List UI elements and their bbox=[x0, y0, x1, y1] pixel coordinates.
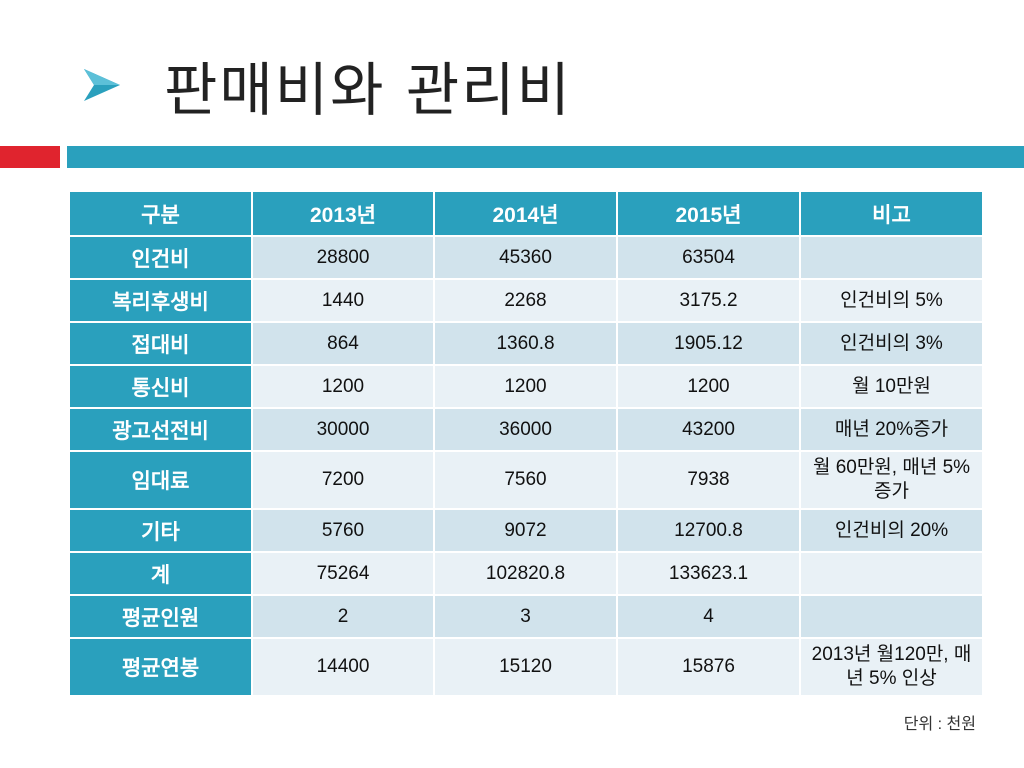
header-2014: 2014년 bbox=[433, 190, 618, 237]
table-row: 복리후생비 1440 2268 3175.2 인건비의 5% bbox=[68, 278, 984, 323]
expense-table: 구분 2013년 2014년 2015년 비고 인건비 28800 45360 … bbox=[68, 190, 984, 697]
cell-note: 월 60만원, 매년 5%증가 bbox=[799, 450, 984, 510]
unit-note: 단위 : 천원 bbox=[903, 716, 976, 733]
cell-note: 2013년 월120만, 매년 5% 인상 bbox=[799, 637, 984, 697]
cell-2013: 1200 bbox=[251, 364, 435, 409]
row-label: 평균인원 bbox=[68, 594, 253, 639]
red-accent-band bbox=[0, 146, 60, 168]
row-label: 복리후생비 bbox=[68, 278, 253, 323]
table-row: 평균연봉 14400 15120 15876 2013년 월120만, 매년 5… bbox=[68, 637, 984, 697]
cell-2014: 1200 bbox=[433, 364, 618, 409]
row-label: 접대비 bbox=[68, 321, 253, 366]
header-2013: 2013년 bbox=[251, 190, 435, 237]
row-label: 임대료 bbox=[68, 450, 253, 510]
cell-2015: 4 bbox=[616, 594, 801, 639]
header-category: 구분 bbox=[68, 190, 253, 237]
cell-2013: 864 bbox=[251, 321, 435, 366]
cell-2013: 7200 bbox=[251, 450, 435, 510]
cell-2015: 63504 bbox=[616, 235, 801, 280]
cell-note bbox=[799, 551, 984, 596]
row-label: 광고선전비 bbox=[68, 407, 253, 452]
table-row: 인건비 28800 45360 63504 bbox=[68, 235, 984, 280]
cell-2015: 1905.12 bbox=[616, 321, 801, 366]
cell-2014: 3 bbox=[433, 594, 618, 639]
cell-note: 매년 20%증가 bbox=[799, 407, 984, 452]
cell-2015: 1200 bbox=[616, 364, 801, 409]
row-label: 평균연봉 bbox=[68, 637, 253, 697]
cell-note: 인건비의 5% bbox=[799, 278, 984, 323]
slide-title: 판매비와 관리비 bbox=[164, 56, 572, 124]
cell-2013: 28800 bbox=[251, 235, 435, 280]
cell-2015: 3175.2 bbox=[616, 278, 801, 323]
cell-2015: 43200 bbox=[616, 407, 801, 452]
cell-2015: 133623.1 bbox=[616, 551, 801, 596]
cell-note: 인건비의 20% bbox=[799, 508, 984, 553]
cell-2015: 15876 bbox=[616, 637, 801, 697]
cell-2014: 1360.8 bbox=[433, 321, 618, 366]
cell-2013: 1440 bbox=[251, 278, 435, 323]
row-label: 기타 bbox=[68, 508, 253, 553]
cell-2015: 7938 bbox=[616, 450, 801, 510]
cell-2014: 7560 bbox=[433, 450, 618, 510]
cell-2013: 2 bbox=[251, 594, 435, 639]
row-label: 계 bbox=[68, 551, 253, 596]
table-row: 기타 5760 9072 12700.8 인건비의 20% bbox=[68, 508, 984, 553]
header-2015: 2015년 bbox=[616, 190, 801, 237]
table-header-row: 구분 2013년 2014년 2015년 비고 bbox=[68, 190, 984, 237]
table-row: 통신비 1200 1200 1200 월 10만원 bbox=[68, 364, 984, 409]
cell-2014: 9072 bbox=[433, 508, 618, 553]
cell-2013: 14400 bbox=[251, 637, 435, 697]
cell-note: 인건비의 3% bbox=[799, 321, 984, 366]
cell-note bbox=[799, 235, 984, 280]
table-row: 임대료 7200 7560 7938 월 60만원, 매년 5%증가 bbox=[68, 450, 984, 510]
cell-2013: 5760 bbox=[251, 508, 435, 553]
cell-note: 월 10만원 bbox=[799, 364, 984, 409]
cell-2014: 2268 bbox=[433, 278, 618, 323]
cell-2013: 75264 bbox=[251, 551, 435, 596]
arrow-bullet-icon bbox=[84, 69, 120, 101]
cell-note bbox=[799, 594, 984, 639]
blue-accent-band bbox=[67, 146, 1024, 168]
cell-2014: 102820.8 bbox=[433, 551, 618, 596]
cell-2014: 36000 bbox=[433, 407, 618, 452]
cell-2013: 30000 bbox=[251, 407, 435, 452]
header-note: 비고 bbox=[799, 190, 984, 237]
table-row: 계 75264 102820.8 133623.1 bbox=[68, 551, 984, 596]
row-label: 통신비 bbox=[68, 364, 253, 409]
row-label: 인건비 bbox=[68, 235, 253, 280]
cell-2014: 45360 bbox=[433, 235, 618, 280]
cell-2014: 15120 bbox=[433, 637, 618, 697]
table-row: 광고선전비 30000 36000 43200 매년 20%증가 bbox=[68, 407, 984, 452]
table-row: 접대비 864 1360.8 1905.12 인건비의 3% bbox=[68, 321, 984, 366]
cell-2015: 12700.8 bbox=[616, 508, 801, 553]
title-row: 판매비와 관리비 bbox=[80, 40, 572, 130]
table-row: 평균인원 2 3 4 bbox=[68, 594, 984, 639]
